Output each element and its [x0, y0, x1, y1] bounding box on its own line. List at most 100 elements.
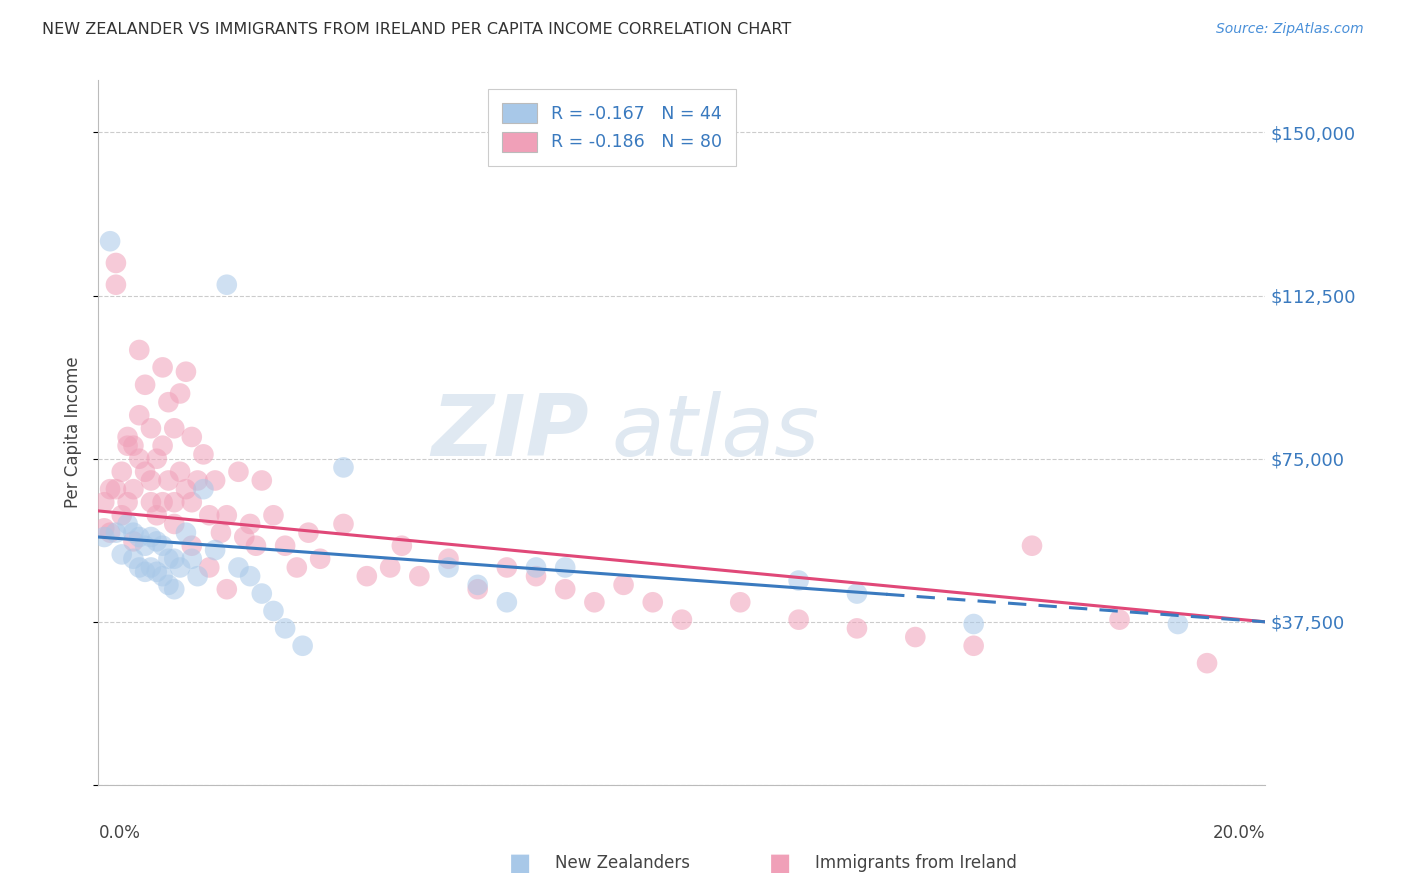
Point: [98, 525, 121, 540]
Point: [198, 508, 221, 523]
Point: [174, 525, 197, 540]
Point: [139, 421, 162, 435]
Point: [554, 582, 576, 597]
Point: [215, 582, 238, 597]
Point: [146, 565, 169, 579]
Point: [209, 525, 232, 540]
Point: [408, 569, 430, 583]
Text: atlas: atlas: [612, 391, 820, 475]
Point: [524, 560, 547, 574]
Point: [554, 560, 576, 574]
Point: [180, 539, 202, 553]
Point: [193, 447, 215, 461]
Point: [239, 516, 262, 531]
Point: [117, 516, 139, 531]
Point: [122, 551, 145, 566]
Point: [641, 595, 664, 609]
Point: [128, 560, 150, 574]
Point: [169, 560, 191, 574]
Point: [174, 365, 197, 379]
Point: [495, 595, 517, 609]
Point: [356, 569, 378, 583]
Point: [157, 395, 180, 409]
Point: [671, 613, 693, 627]
Point: [93, 530, 115, 544]
Point: [157, 578, 180, 592]
Point: [297, 525, 319, 540]
Point: [163, 421, 186, 435]
Point: [98, 482, 121, 496]
Point: [157, 551, 180, 566]
Point: [1167, 617, 1189, 632]
Point: [524, 569, 547, 583]
Point: [104, 256, 127, 270]
Point: [228, 465, 250, 479]
Point: [787, 574, 810, 588]
Point: [152, 539, 174, 553]
Point: [215, 508, 238, 523]
Point: [233, 530, 256, 544]
Point: [612, 578, 634, 592]
Point: [845, 586, 868, 600]
Point: [904, 630, 927, 644]
Point: [139, 474, 162, 488]
Point: [437, 551, 460, 566]
Point: [146, 508, 169, 523]
Point: [332, 516, 354, 531]
Point: [291, 639, 314, 653]
Point: [117, 495, 139, 509]
Point: [250, 474, 273, 488]
Point: [467, 582, 489, 597]
Point: [157, 474, 180, 488]
Point: [111, 465, 134, 479]
Point: [250, 586, 273, 600]
Point: [139, 560, 162, 574]
Point: [245, 539, 267, 553]
Point: [378, 560, 402, 574]
Point: [163, 582, 186, 597]
Point: [117, 439, 139, 453]
Point: [163, 495, 186, 509]
Point: [134, 539, 156, 553]
Point: [152, 439, 174, 453]
Y-axis label: Per Capita Income: Per Capita Income: [65, 357, 83, 508]
Point: [309, 551, 332, 566]
Text: 0.0%: 0.0%: [98, 823, 141, 842]
Point: [146, 534, 169, 549]
Point: [239, 569, 262, 583]
Point: [391, 539, 413, 553]
Point: [262, 508, 284, 523]
Point: [111, 508, 134, 523]
Legend: R = -0.167   N = 44, R = -0.186   N = 80: R = -0.167 N = 44, R = -0.186 N = 80: [488, 89, 735, 166]
Point: [134, 377, 156, 392]
Point: [122, 534, 145, 549]
Point: [128, 343, 150, 357]
Point: [1108, 613, 1130, 627]
Text: New Zealanders: New Zealanders: [555, 855, 690, 872]
Point: [204, 543, 226, 558]
Point: [104, 525, 127, 540]
Point: [437, 560, 460, 574]
Point: [122, 482, 145, 496]
Point: [93, 495, 115, 509]
Point: [787, 613, 810, 627]
Point: [583, 595, 606, 609]
Point: [128, 408, 150, 422]
Point: [285, 560, 308, 574]
Point: [467, 578, 489, 592]
Point: [174, 482, 197, 496]
Point: [187, 474, 209, 488]
Point: [111, 548, 134, 562]
Point: [180, 430, 202, 444]
Point: [962, 639, 984, 653]
Text: Source: ZipAtlas.com: Source: ZipAtlas.com: [1216, 22, 1364, 37]
Point: [495, 560, 517, 574]
Point: [122, 439, 145, 453]
Point: [169, 465, 191, 479]
Text: ZIP: ZIP: [430, 391, 589, 475]
Point: [274, 621, 297, 635]
Text: ■: ■: [509, 852, 531, 875]
Point: [274, 539, 297, 553]
Point: [187, 569, 209, 583]
Point: [962, 617, 984, 632]
